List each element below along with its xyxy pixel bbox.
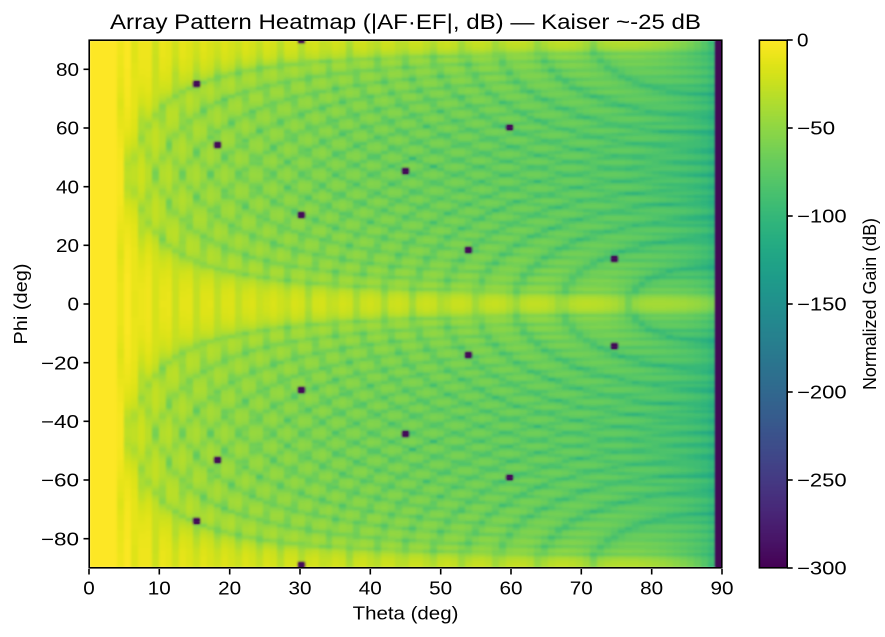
svg-text:Theta (deg): Theta (deg) bbox=[353, 603, 459, 623]
svg-text:Phi (deg): Phi (deg) bbox=[11, 264, 31, 345]
svg-text:0: 0 bbox=[83, 579, 95, 599]
svg-text:40: 40 bbox=[359, 579, 382, 599]
svg-text:0: 0 bbox=[797, 31, 809, 51]
svg-text:80: 80 bbox=[640, 579, 663, 599]
svg-text:70: 70 bbox=[570, 579, 593, 599]
svg-text:30: 30 bbox=[289, 579, 312, 599]
svg-text:−50: −50 bbox=[797, 119, 835, 139]
svg-text:−80: −80 bbox=[41, 529, 79, 549]
svg-text:80: 80 bbox=[56, 60, 79, 80]
svg-text:Array Pattern Heatmap (|AF·EF|: Array Pattern Heatmap (|AF·EF|, dB) — Ka… bbox=[110, 9, 701, 34]
svg-text:50: 50 bbox=[429, 579, 452, 599]
svg-text:90: 90 bbox=[711, 579, 734, 599]
svg-text:−20: −20 bbox=[41, 353, 79, 373]
svg-text:−200: −200 bbox=[797, 383, 847, 403]
svg-text:Normalized Gain (dB): Normalized Gain (dB) bbox=[860, 218, 880, 390]
svg-text:10: 10 bbox=[148, 579, 171, 599]
svg-text:−150: −150 bbox=[797, 295, 847, 315]
svg-text:20: 20 bbox=[218, 579, 241, 599]
svg-text:−40: −40 bbox=[41, 412, 79, 432]
svg-text:−100: −100 bbox=[797, 207, 847, 227]
svg-text:−60: −60 bbox=[41, 471, 79, 491]
svg-text:60: 60 bbox=[56, 119, 79, 139]
svg-text:−250: −250 bbox=[797, 471, 847, 491]
svg-text:60: 60 bbox=[500, 579, 523, 599]
svg-text:0: 0 bbox=[68, 295, 80, 315]
svg-text:40: 40 bbox=[56, 177, 79, 197]
svg-text:−300: −300 bbox=[797, 559, 847, 579]
svg-text:20: 20 bbox=[56, 236, 79, 256]
